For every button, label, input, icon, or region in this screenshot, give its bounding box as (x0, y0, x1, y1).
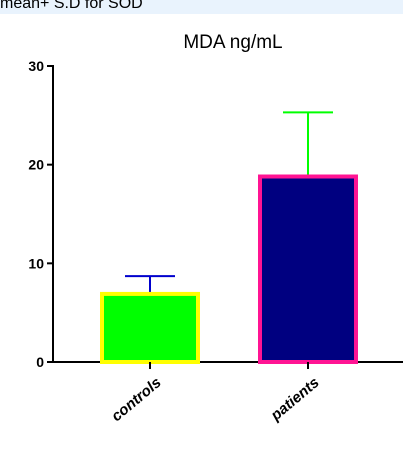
y-tick-label: 0 (36, 354, 44, 370)
x-tick-label-patients: patients (267, 374, 323, 425)
bar-controls (100, 291, 200, 365)
y-tick-label: 10 (28, 255, 44, 271)
caption-text: mean+ S.D for SOD (0, 0, 143, 12)
chart-title: MDA ng/mL (183, 32, 282, 53)
y-tick-label: 20 (28, 157, 44, 173)
y-tick-label: 30 (28, 58, 44, 74)
bar-patients (258, 174, 358, 364)
x-tick-label-controls: controls (108, 374, 164, 425)
caption-strip: mean+ S.D for SOD (0, 0, 403, 14)
